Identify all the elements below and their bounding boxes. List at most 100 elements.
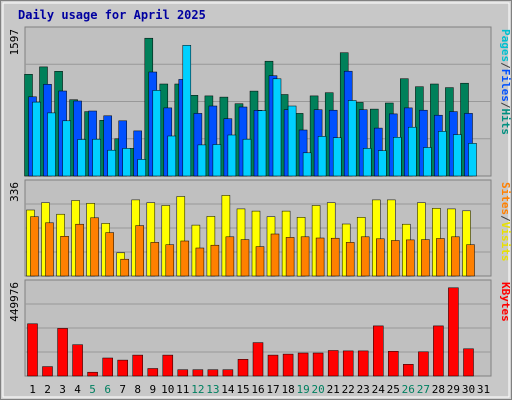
day-label: 11 xyxy=(176,383,189,396)
bar-kbytes-day-22 xyxy=(342,350,354,377)
scale-label-kbytes: 449976 xyxy=(8,282,21,322)
bar-kbytes-day-9 xyxy=(147,368,159,377)
day-label: 30 xyxy=(462,383,475,396)
bar-sites-day-20 xyxy=(315,237,325,277)
day-labels: 1 2 3 4 5 6 7 8 9 10 11 12 13 14 15 16 17 18 19 20 21 22 23 24 2… xyxy=(29,383,490,396)
bar-kbytes-day-8 xyxy=(132,354,143,377)
bar-kbytes-day-4 xyxy=(72,344,83,377)
bar-pages-day-29 xyxy=(453,134,462,177)
legend-visits-sites: Sites/Visits xyxy=(499,182,512,262)
day-label: 3 xyxy=(59,383,66,396)
day-label: 20 xyxy=(311,383,324,396)
bar-pages-day-8 xyxy=(137,159,146,177)
bar-sites-day-28 xyxy=(436,238,445,277)
bar-sites-day-26 xyxy=(406,239,415,277)
legend-hits-files-pages: Pages/Files/Hits xyxy=(499,29,512,135)
bar-sites-day-15 xyxy=(240,239,250,277)
bar-sites-day-19 xyxy=(300,236,310,277)
bar-sites-day-6 xyxy=(105,232,114,277)
bar-kbytes-day-25 xyxy=(388,351,399,377)
bar-kbytes-day-27 xyxy=(418,351,429,377)
bar-pages-day-22 xyxy=(347,100,357,177)
bar-kbytes-day-12 xyxy=(192,369,204,377)
bar-pages-day-27 xyxy=(423,147,432,177)
bar-pages-day-28 xyxy=(438,131,447,177)
day-label: 26 xyxy=(402,383,415,396)
bar-pages-day-7 xyxy=(122,148,131,177)
scale-label-hits-files-pages: 1597 xyxy=(8,29,21,56)
day-label: 13 xyxy=(206,383,219,396)
day-label: 29 xyxy=(447,383,460,396)
chart-title: Daily usage for April 2025 xyxy=(18,8,206,22)
day-label: 4 xyxy=(74,383,81,396)
day-label: 28 xyxy=(432,383,445,396)
bar-pages-day-6 xyxy=(107,149,116,177)
bar-sites-day-14 xyxy=(225,236,235,277)
bar-sites-day-29 xyxy=(451,236,460,277)
bar-sites-day-8 xyxy=(135,225,144,277)
bar-sites-day-21 xyxy=(330,237,340,277)
bar-pages-day-21 xyxy=(332,137,342,177)
bar-sites-day-4 xyxy=(75,223,84,277)
bar-kbytes-day-30 xyxy=(463,348,474,377)
day-label: 10 xyxy=(161,383,174,396)
legend-entry: Hits xyxy=(499,109,512,136)
day-label: 18 xyxy=(281,383,294,396)
day-label: 17 xyxy=(266,383,279,396)
legend-entry: / xyxy=(499,62,512,69)
bar-pages-day-23 xyxy=(362,148,372,177)
bar-sites-day-24 xyxy=(376,238,385,277)
day-label: 8 xyxy=(134,383,141,396)
bar-sites-day-16 xyxy=(255,246,265,277)
bar-pages-day-4 xyxy=(77,139,86,177)
legend-kbytes: KBytes xyxy=(499,282,512,322)
bar-pages-day-18 xyxy=(287,105,297,177)
bar-sites-day-5 xyxy=(90,217,99,277)
bar-kbytes-day-13 xyxy=(207,369,219,377)
bar-pages-day-24 xyxy=(378,150,387,177)
bar-pages-day-2 xyxy=(47,112,56,177)
bar-sites-day-9 xyxy=(150,242,160,277)
bar-pages-day-16 xyxy=(257,110,267,177)
bar-pages-day-13 xyxy=(212,144,222,177)
bar-sites-day-13 xyxy=(210,244,220,277)
bar-kbytes-day-26 xyxy=(403,364,414,377)
bar-kbytes-day-10 xyxy=(162,354,174,377)
bar-sites-day-10 xyxy=(165,244,175,277)
day-label: 23 xyxy=(357,383,370,396)
bar-kbytes-day-14 xyxy=(222,369,234,377)
bar-kbytes-day-17 xyxy=(267,354,279,377)
bar-kbytes-day-2 xyxy=(42,366,53,377)
bar-kbytes-day-29 xyxy=(448,287,459,377)
bar-sites-day-18 xyxy=(285,237,295,277)
legend-entry: / xyxy=(499,102,512,109)
day-label: 16 xyxy=(251,383,264,396)
bar-kbytes-day-21 xyxy=(327,350,339,377)
bar-sites-day-11 xyxy=(180,240,190,277)
legend-entry: KBytes xyxy=(499,282,512,322)
bar-pages-day-14 xyxy=(227,134,237,177)
bar-sites-day-17 xyxy=(270,233,280,277)
bar-sites-day-27 xyxy=(421,239,430,277)
bar-sites-day-2 xyxy=(45,222,54,277)
day-label: 25 xyxy=(387,383,400,396)
bar-pages-day-11 xyxy=(182,45,192,177)
bar-kbytes-day-18 xyxy=(282,353,294,377)
bar-kbytes-day-11 xyxy=(177,369,189,377)
bar-kbytes-day-6 xyxy=(102,357,113,377)
bar-kbytes-day-28 xyxy=(433,325,444,377)
bar-sites-day-7 xyxy=(120,258,129,277)
bar-sites-day-30 xyxy=(466,244,475,277)
bar-pages-day-10 xyxy=(167,135,177,177)
bar-sites-day-23 xyxy=(360,236,370,277)
bar-sites-day-12 xyxy=(195,247,205,277)
bar-pages-day-9 xyxy=(152,90,162,177)
bar-kbytes-day-1 xyxy=(27,323,38,377)
day-label: 24 xyxy=(372,383,386,396)
day-label: 31 xyxy=(477,383,490,396)
legend-entry: / xyxy=(499,215,512,222)
bar-pages-day-25 xyxy=(393,137,402,177)
bar-kbytes-day-5 xyxy=(87,371,98,377)
bar-pages-day-15 xyxy=(242,138,252,177)
